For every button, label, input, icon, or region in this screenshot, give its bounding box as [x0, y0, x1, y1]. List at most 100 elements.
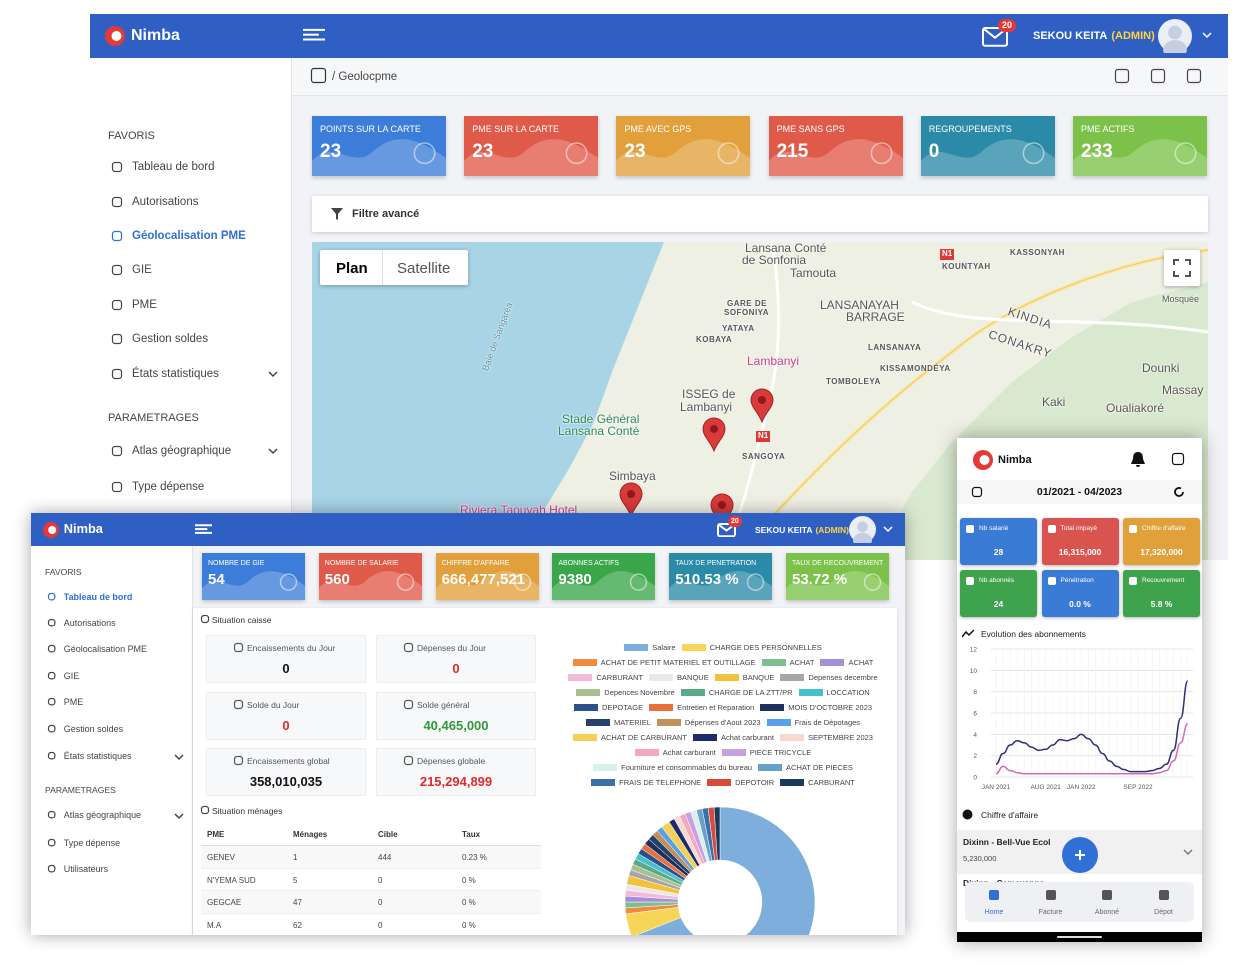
- map-label: Oualiakoré: [1106, 401, 1165, 415]
- legend-item[interactable]: SEPTEMBRE 2023: [779, 732, 873, 743]
- sidebar-item[interactable]: Utilisateurs: [63, 864, 109, 874]
- stat-card-label: POINTS SUR LA CARTE: [320, 124, 421, 134]
- stat-card: NOMBRE DE GIE 54: [202, 553, 305, 600]
- legend-item[interactable]: MOIS D'OCTOBRE 2023: [760, 702, 872, 713]
- legend-item[interactable]: Entretien et Reparation: [649, 702, 754, 713]
- icon: [403, 755, 414, 766]
- icon: [48, 618, 56, 627]
- fullscreen-button[interactable]: [1164, 250, 1200, 286]
- legend-item[interactable]: BANQUE: [649, 672, 709, 683]
- sidebar-item[interactable]: Atlas géographique: [63, 810, 142, 820]
- legend-item[interactable]: DEPOTOIR: [707, 777, 774, 788]
- chevron-line: [174, 813, 184, 820]
- legend-item[interactable]: ACHAT DE PETIT MATERIEL ET OUTILLAGE: [572, 657, 756, 668]
- add-button[interactable]: [1062, 837, 1098, 873]
- legend-item[interactable]: CHARGE DE LA ZTT/PR: [680, 687, 793, 698]
- sidebar-item[interactable]: États statistiques: [132, 368, 219, 380]
- table-cell: 5: [293, 875, 298, 885]
- sidebar-item[interactable]: Géolocalisation PME: [132, 230, 246, 242]
- sidebar-item[interactable]: Atlas géographique: [132, 445, 232, 457]
- logo: [43, 521, 59, 538]
- map-tab[interactable]: Satellite: [397, 260, 451, 277]
- menu-toggle[interactable]: [302, 26, 326, 45]
- sidebar-item[interactable]: GIE: [63, 671, 80, 681]
- map-tab[interactable]: Plan: [336, 260, 368, 277]
- nav-icon-shape: [1158, 890, 1169, 900]
- table-header[interactable]: Taux: [462, 830, 481, 839]
- legend-item[interactable]: Fourniture et consommables du bureau: [593, 762, 752, 773]
- legend-item[interactable]: Achat carburant: [693, 732, 774, 743]
- toolbar-button[interactable]: [1114, 68, 1130, 84]
- filter-bar[interactable]: Filtre avancé: [312, 196, 1208, 232]
- legend-item[interactable]: ACHAT DE PIECES: [758, 762, 853, 773]
- sidebar-item[interactable]: Gestion soldes: [132, 333, 209, 345]
- icon: [111, 299, 123, 311]
- road: [911, 300, 1208, 334]
- icon: [48, 697, 56, 706]
- logout-button[interactable]: [1171, 452, 1185, 466]
- icon: [48, 751, 56, 760]
- legend-item[interactable]: ACHAT DE CARBURANT: [573, 732, 687, 743]
- legend-label: ACHAT DE PETIT MATERIEL ET OUTILLAGE: [600, 658, 756, 667]
- period-bar: 01/2021 - 04/2023: [957, 480, 1202, 504]
- refresh: [1174, 487, 1184, 497]
- home-indicator: [1057, 936, 1102, 938]
- nav-icon[interactable]: [1045, 889, 1057, 901]
- legend-item[interactable]: FRAIS DE TELEPHONE: [591, 777, 701, 788]
- fab-plus: [1075, 850, 1085, 860]
- toolbar-button[interactable]: [1150, 68, 1166, 84]
- sidebar-item[interactable]: Type dépense: [132, 481, 205, 493]
- notifications-button[interactable]: [1130, 451, 1146, 468]
- sidebar-item[interactable]: Autorisations: [132, 196, 199, 208]
- sidebar-item[interactable]: Type dépense: [63, 838, 121, 848]
- logo: [973, 450, 993, 470]
- sidebar-item[interactable]: PME: [63, 697, 84, 707]
- legend-item[interactable]: Frais de Dépotages: [766, 717, 860, 728]
- nav-label[interactable]: Abonné: [1094, 909, 1120, 916]
- legend-swatch: [780, 779, 805, 786]
- legend-item[interactable]: Depences Novembre: [576, 687, 675, 698]
- table-header[interactable]: PME: [207, 830, 225, 839]
- kpi-card: Pénétration 0.0 %: [1041, 570, 1119, 617]
- legend-item[interactable]: CARBURANT: [780, 777, 855, 788]
- refresh-button[interactable]: [1173, 486, 1185, 498]
- legend-item[interactable]: CARBURANT: [568, 672, 643, 683]
- stat-card-value: 9380: [558, 571, 592, 588]
- nav-label[interactable]: Facture: [1038, 909, 1063, 916]
- legend-item[interactable]: Salaire: [624, 642, 676, 653]
- sidebar-item[interactable]: GIE: [132, 264, 152, 276]
- sidebar-item[interactable]: États statistiques: [63, 751, 132, 761]
- sidebar-item[interactable]: Tableau de bord: [63, 592, 133, 602]
- nav-label[interactable]: Home: [984, 909, 1004, 916]
- sidebar-item[interactable]: Géolocalisation PME: [63, 644, 147, 654]
- icon-shape: [111, 368, 123, 380]
- legend-item[interactable]: LOCCATION: [798, 687, 870, 698]
- nav-label[interactable]: Dépot: [1154, 909, 1173, 916]
- legend-item[interactable]: CHARGE DES PERSONNELLES: [681, 642, 822, 653]
- table-cell: M.A: [207, 920, 222, 930]
- stat-card-value: 23: [624, 141, 646, 162]
- legend-item[interactable]: PIECE TRICYCLE: [721, 747, 811, 758]
- legend-item[interactable]: MATERIEL: [585, 717, 651, 728]
- legend-item[interactable]: DEPOTAGE: [573, 702, 643, 713]
- toolbar-button[interactable]: [1186, 68, 1202, 84]
- legend-swatch: [576, 689, 601, 696]
- legend-item[interactable]: Depenses decembre: [780, 672, 878, 683]
- sidebar-item[interactable]: Autorisations: [63, 618, 116, 628]
- sidebar-item[interactable]: Tableau de bord: [132, 161, 215, 173]
- icon-shape: [403, 642, 414, 653]
- nav-icon[interactable]: [1101, 889, 1113, 901]
- legend-item[interactable]: ACHAT: [761, 657, 814, 668]
- nav-icon[interactable]: [1158, 889, 1170, 901]
- nav-icon[interactable]: [988, 889, 1000, 901]
- legend-item[interactable]: Dépenses d'Aout 2023: [656, 717, 761, 728]
- legend-item[interactable]: ACHAT: [820, 657, 873, 668]
- sidebar-item[interactable]: Gestion soldes: [63, 724, 124, 734]
- menu-toggle[interactable]: [194, 522, 213, 537]
- legend-item[interactable]: BANQUE: [714, 672, 774, 683]
- kpi-card: Recouvrement 5.8 %: [1123, 570, 1200, 617]
- legend-item[interactable]: Achat carburant: [634, 747, 716, 758]
- table-header[interactable]: Ménages: [293, 830, 328, 839]
- sidebar-item[interactable]: PME: [132, 299, 157, 311]
- table-header[interactable]: Cible: [378, 830, 398, 839]
